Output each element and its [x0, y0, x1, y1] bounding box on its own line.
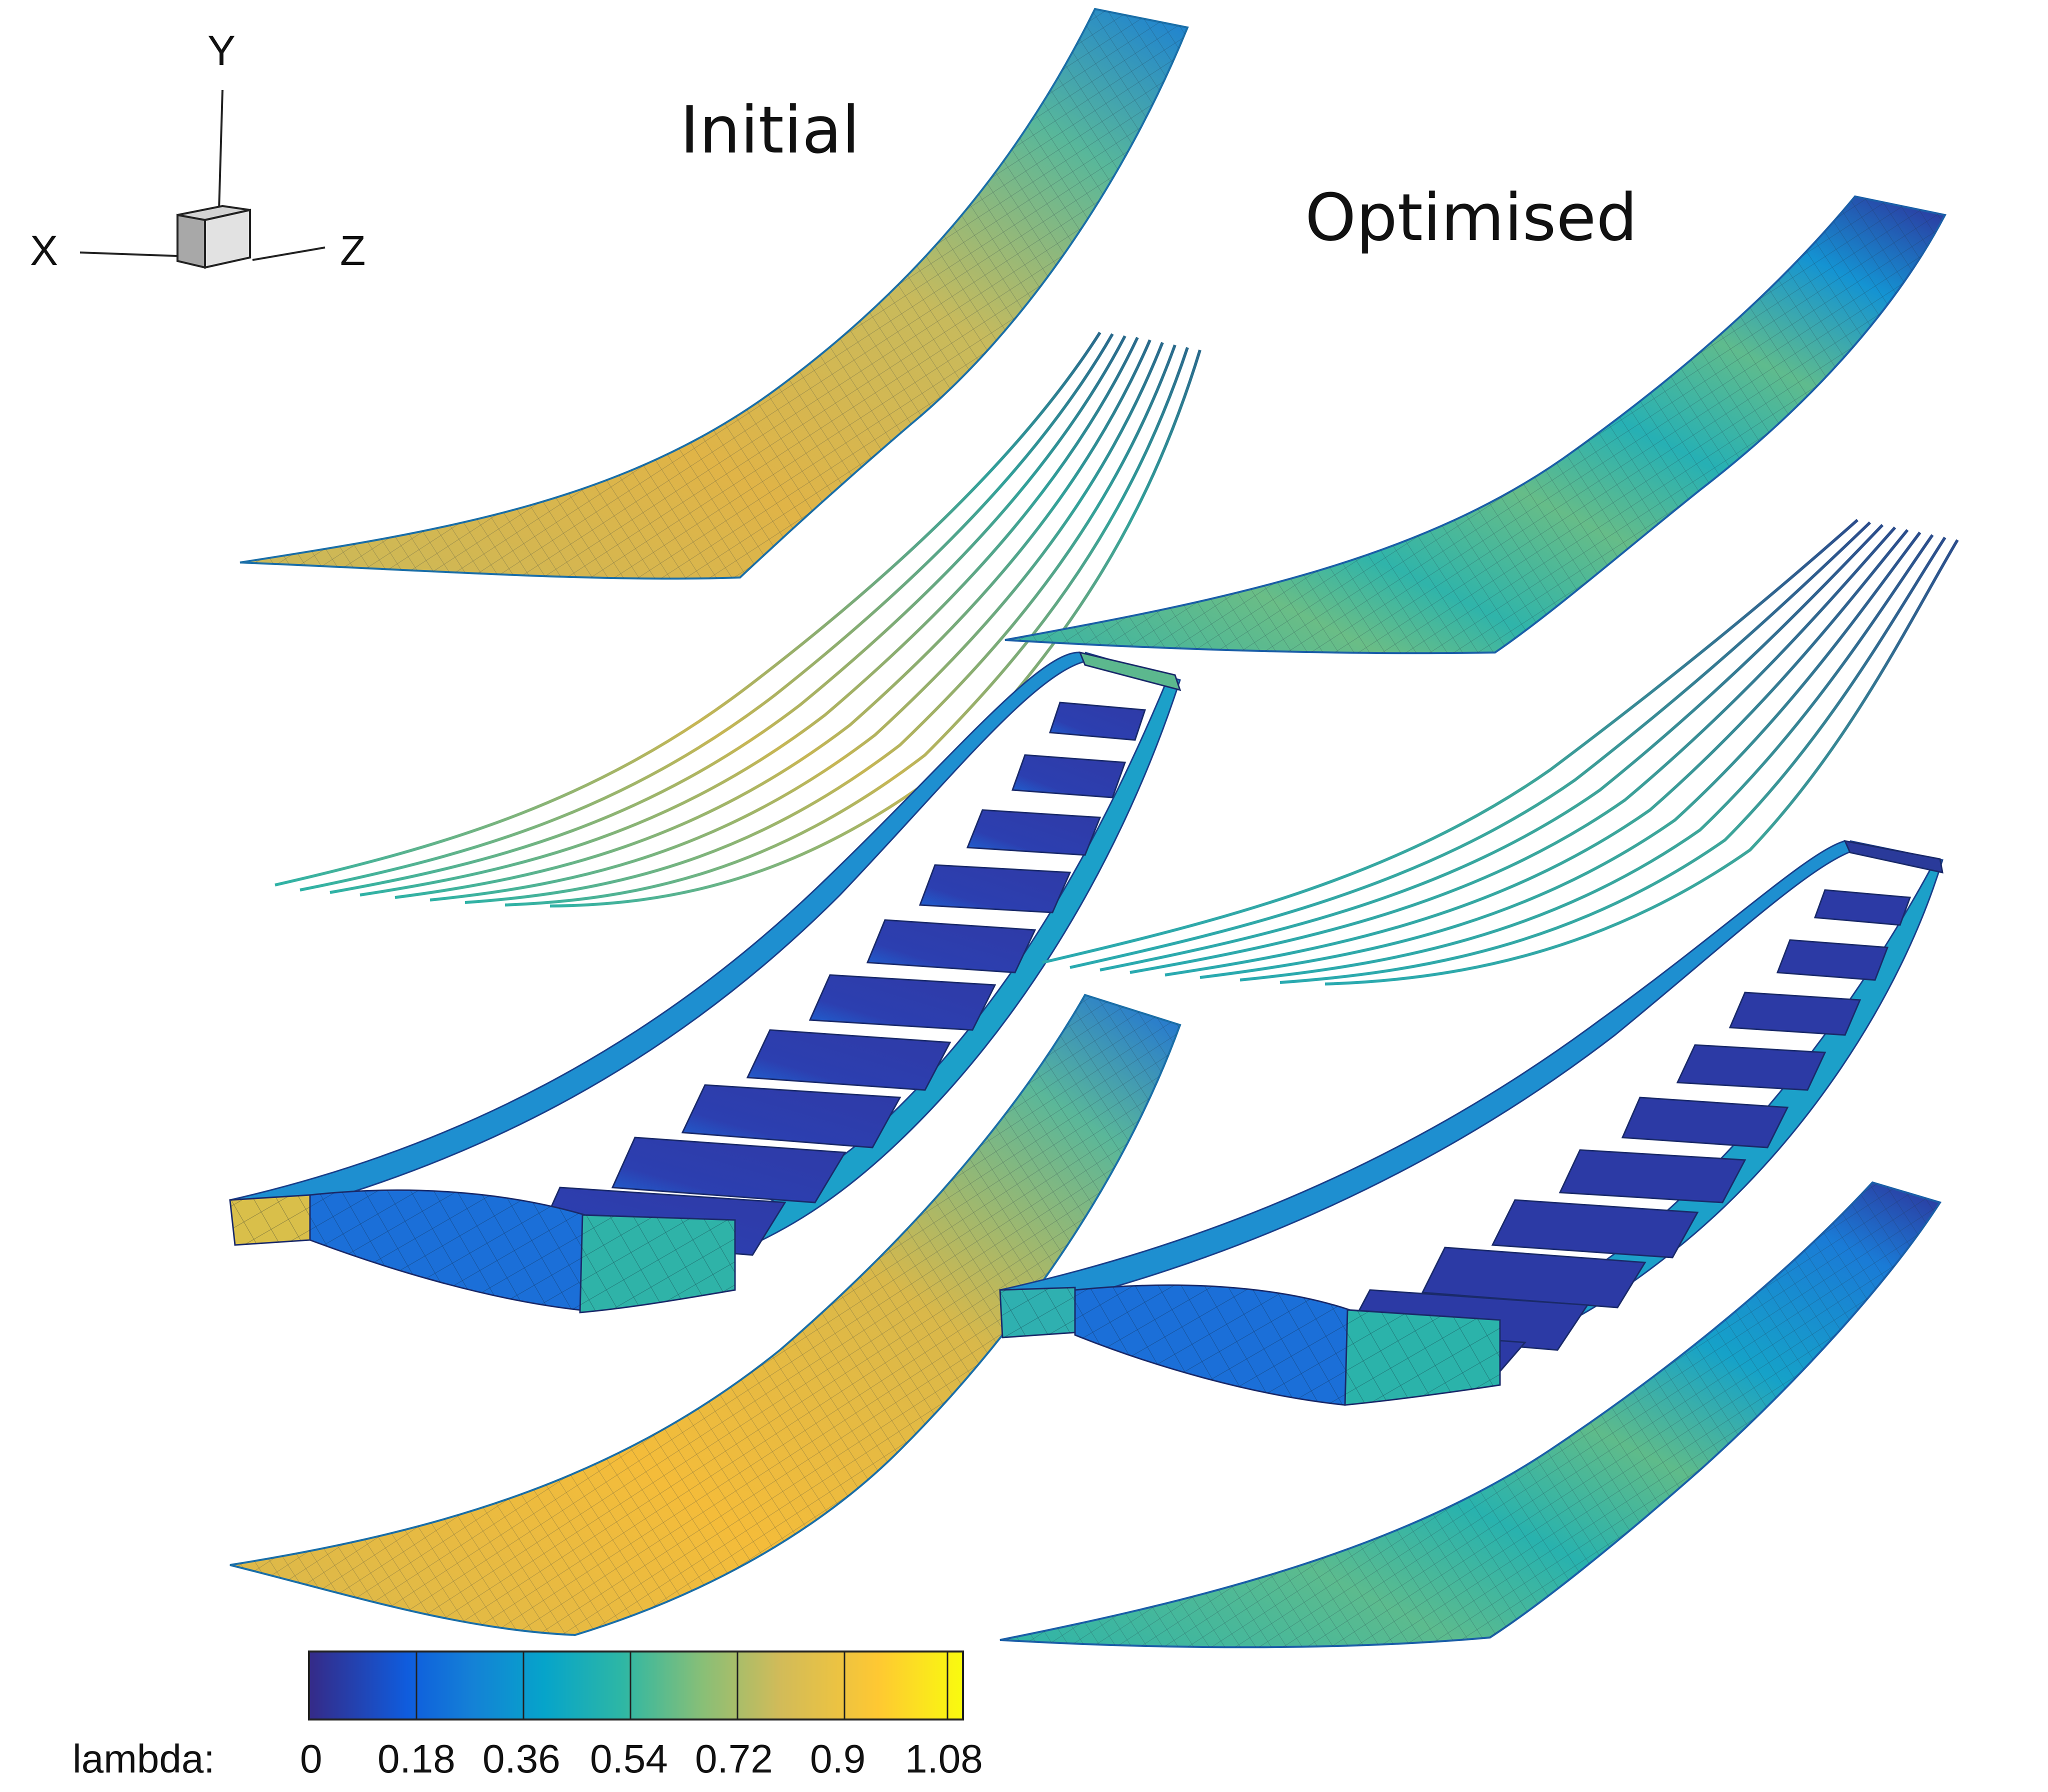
- colorbar-tick-5: 0.9: [810, 1736, 866, 1781]
- initial-top-skin: [240, 8, 1189, 580]
- colorbar-tick-3: 0.54: [590, 1736, 668, 1781]
- axis-y-label: Y: [208, 27, 236, 74]
- optimised-stringers: [1042, 518, 1959, 986]
- colorbar-gradient: [308, 1650, 964, 1720]
- optimised-rib-structure: [999, 840, 1944, 1406]
- colorbar-separators: [416, 1652, 948, 1720]
- colorbar-tick-6: 1.08: [905, 1736, 983, 1781]
- orientation-cube: [176, 204, 251, 269]
- axis-z-label: Z: [340, 227, 366, 274]
- colorbar-tick-2: 0.36: [482, 1736, 560, 1781]
- colorbar-label: lambda:: [72, 1736, 215, 1781]
- axis-triad: Y X Z: [30, 27, 366, 274]
- optimised-bottom-skin: [1000, 1181, 1942, 1648]
- colorbar-tick-4: 0.72: [695, 1736, 773, 1781]
- colorbar-tick-0: 0: [300, 1736, 322, 1781]
- initial-bottom-skin: [230, 994, 1182, 1636]
- axis-x-label: X: [30, 227, 58, 274]
- colorbar-tick-1: 0.18: [378, 1736, 456, 1781]
- title-initial: Initial: [680, 92, 860, 168]
- title-optimised: Optimised: [1305, 180, 1638, 256]
- initial-rib-structure: [229, 651, 1182, 1314]
- optimised-top-skin: [1004, 195, 1947, 654]
- colorbar: lambda: 0 0.18 0.36 0.54 0.72 0.9 1.08: [72, 1650, 983, 1781]
